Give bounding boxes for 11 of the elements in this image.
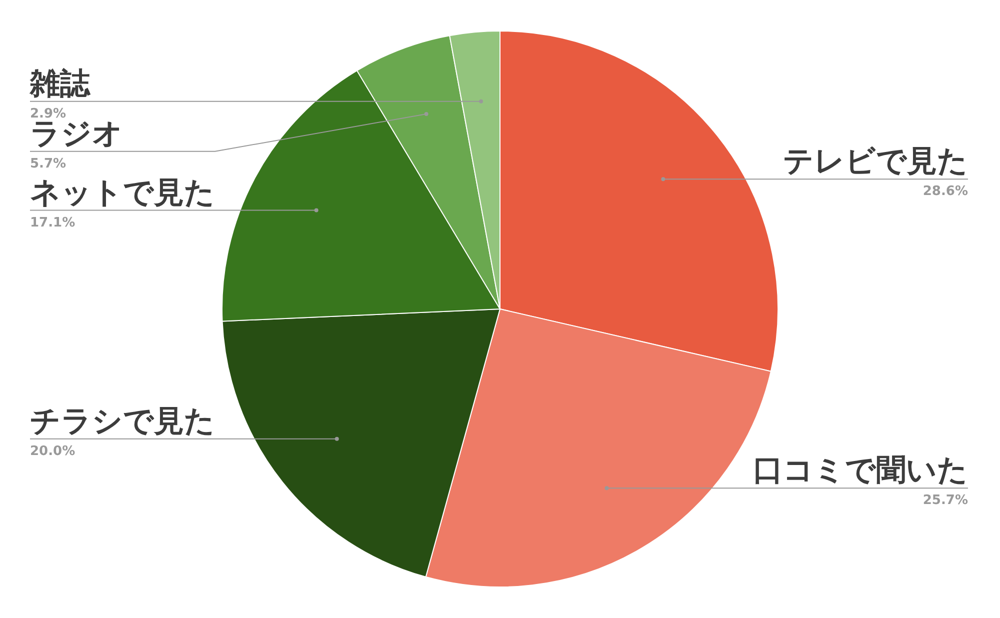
data-label: 20.0% <box>30 444 76 459</box>
data-label: 28.6% <box>922 184 968 200</box>
slice-label: ネットで見た <box>30 175 215 210</box>
data-label: 25.7% <box>922 493 968 508</box>
data-label: 17.1% <box>30 215 76 230</box>
data-label: 2.9% <box>30 106 66 122</box>
slice-label: テレビで見た <box>783 144 968 180</box>
slice-label: 口コミで聞いた <box>753 453 968 488</box>
slice-label: チラシで見た <box>30 404 215 439</box>
slice-label: 雑誌 <box>29 66 91 102</box>
data-label: 5.7% <box>30 156 66 172</box>
